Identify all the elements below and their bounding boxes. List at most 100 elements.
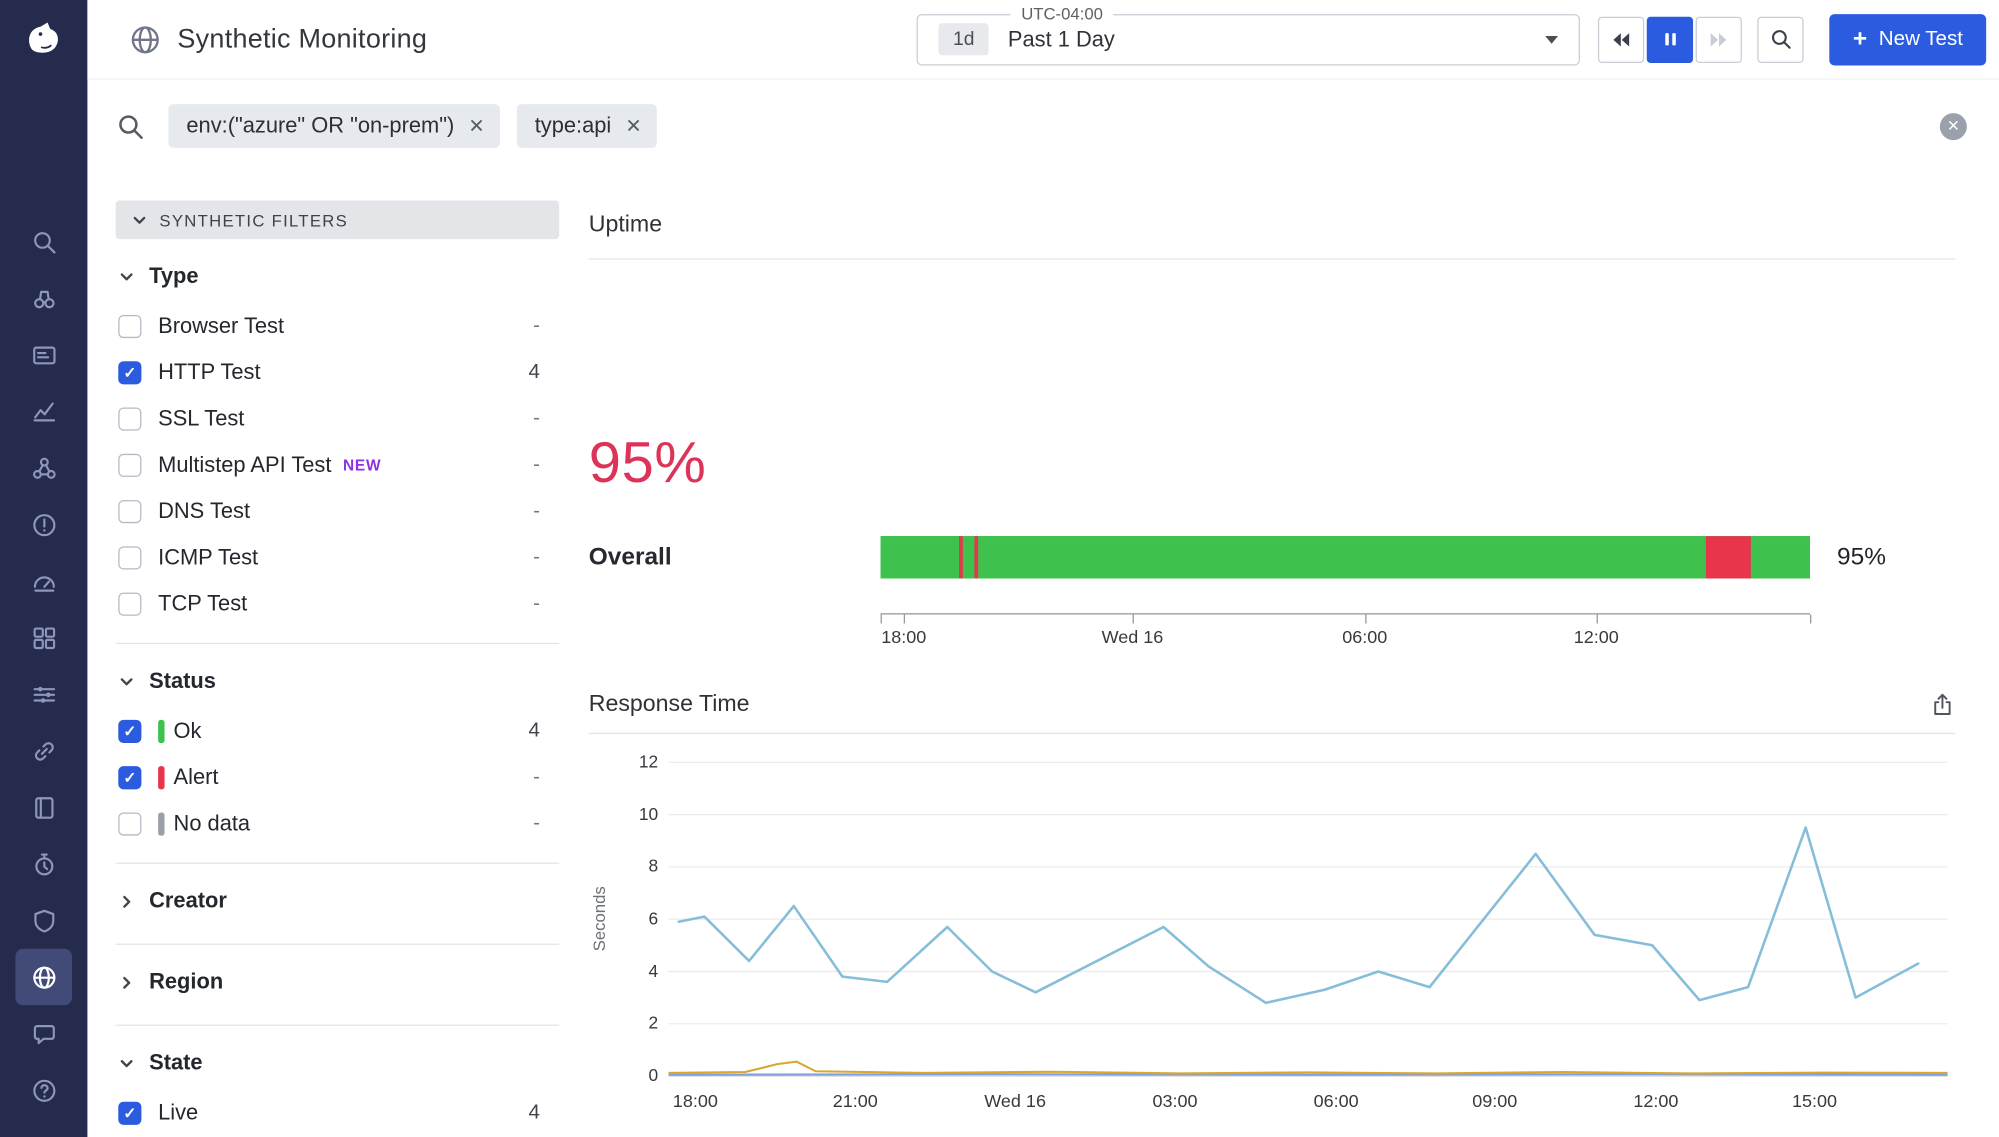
sidebar-item-chat[interactable] <box>15 1005 72 1062</box>
filter-option-alert[interactable]: ✓ Alert - <box>116 755 560 801</box>
sidebar-item-synthetics[interactable] <box>15 948 72 1006</box>
search-filter-pill[interactable]: env:("azure" OR "on-prem") ✕ <box>168 104 501 148</box>
forward-button[interactable] <box>1696 16 1743 63</box>
sidebar-item-metrics[interactable] <box>15 383 72 440</box>
time-range-picker[interactable]: UTC-04:00 1d Past 1 Day <box>917 3 1581 65</box>
checkbox[interactable] <box>118 407 142 431</box>
filter-section-header-region[interactable]: Region <box>116 947 560 1009</box>
sidebar-item-pipelines[interactable] <box>15 666 72 723</box>
uptime-x-tick-label: 06:00 <box>1342 626 1388 647</box>
sidebar-item-events[interactable] <box>15 327 72 384</box>
checkbox[interactable] <box>118 812 142 836</box>
x-tick-label: 03:00 <box>1152 1090 1198 1111</box>
events-icon <box>30 341 57 368</box>
filter-section-region: Region <box>115 943 560 1025</box>
series-secondary-timing <box>668 1060 1948 1075</box>
sidebar-item-monitors[interactable] <box>15 496 72 553</box>
help-icon <box>30 1077 57 1104</box>
checkbox[interactable]: ✓ <box>118 1101 142 1125</box>
filter-section-header-creator[interactable]: Creator <box>116 866 560 928</box>
filter-count: - <box>533 766 540 789</box>
filter-section-header-state[interactable]: State <box>116 1028 560 1090</box>
sidebar-item-search[interactable] <box>15 213 72 270</box>
axis-tick <box>1364 614 1367 624</box>
uptime-segment-up <box>1751 536 1811 579</box>
y-tick-label: 10 <box>638 804 659 824</box>
new-test-button[interactable]: + New Test <box>1829 13 1987 65</box>
remove-filter-icon[interactable]: ✕ <box>468 115 485 138</box>
uptime-bar[interactable] <box>880 536 1811 579</box>
filter-option-tcp-test[interactable]: TCP Test - <box>116 581 560 627</box>
filter-count: - <box>533 500 540 522</box>
checkbox[interactable] <box>118 546 142 570</box>
filter-section-header-type[interactable]: Type <box>116 242 560 304</box>
filter-option-ok[interactable]: ✓ Ok 4 <box>116 708 560 754</box>
status-color-chip <box>158 719 165 744</box>
sidebar-nav <box>15 80 72 1119</box>
synthetic-filters-label: SYNTHETIC FILTERS <box>159 210 349 230</box>
axis-tick <box>903 614 906 624</box>
series-tertiary-timing <box>668 1073 1948 1076</box>
filter-option-label: Alert <box>173 764 219 790</box>
sidebar-item-apm[interactable] <box>15 440 72 497</box>
datadog-logo[interactable] <box>0 0 87 80</box>
checkbox[interactable] <box>118 314 142 339</box>
chevron-down-icon <box>118 673 135 690</box>
sidebar-item-dashboards[interactable] <box>15 553 72 610</box>
search-filter-pill[interactable]: type:api ✕ <box>516 104 658 148</box>
y-tick-label: 6 <box>648 908 659 929</box>
chart-plot[interactable] <box>668 761 1948 1077</box>
sidebar-item-watchdog[interactable] <box>15 270 72 327</box>
sidebar-item-security[interactable] <box>15 892 72 949</box>
filter-count: - <box>533 453 540 476</box>
page-title: Synthetic Monitoring <box>177 23 428 54</box>
response-time-chart[interactable]: Seconds 0 2 4 6 8 10 12 18:00 21:00 Wed 16 03:00 06… <box>589 752 1956 1134</box>
filter-option-label: Live <box>158 1100 199 1125</box>
search-bar[interactable]: env:("azure" OR "on-prem") ✕ type:api ✕ ✕ <box>87 80 1999 173</box>
checkbox[interactable] <box>118 592 142 616</box>
x-tick-label: 18:00 <box>672 1090 718 1111</box>
zoom-button[interactable] <box>1757 16 1805 63</box>
uptime-segment-up <box>978 536 1706 579</box>
filter-option-ssl-test[interactable]: SSL Test - <box>116 396 560 442</box>
sidebar-item-integrations[interactable] <box>15 722 72 779</box>
ci-icon <box>30 850 57 877</box>
remove-filter-icon[interactable]: ✕ <box>625 115 642 138</box>
dog-icon <box>29 22 58 53</box>
export-icon[interactable] <box>1930 691 1956 717</box>
filter-option-label: ICMP Test <box>158 545 259 570</box>
search-icon <box>116 111 146 141</box>
dashboards-icon <box>30 568 57 595</box>
filter-section-creator: Creator <box>115 862 560 944</box>
x-tick-label: 15:00 <box>1792 1090 1838 1111</box>
checkbox[interactable] <box>118 500 142 524</box>
filter-option-http-test[interactable]: ✓ HTTP Test 4 <box>116 350 560 396</box>
filter-sections: Type Browser Test - ✓ HTTP Test 4 SSL Test - Mul… <box>115 239 560 1137</box>
synthetic-filters-toggle[interactable]: SYNTHETIC FILTERS <box>115 200 560 240</box>
filter-option-label: TCP Test <box>158 591 248 616</box>
sidebar-item-notebooks[interactable] <box>15 779 72 836</box>
filter-option-multistep-api-test[interactable]: Multistep API Test NEW - <box>116 442 560 488</box>
filter-option-no-data[interactable]: No data - <box>116 801 560 847</box>
checkbox[interactable]: ✓ <box>118 719 142 744</box>
sidebar-item-ci[interactable] <box>15 836 72 893</box>
pause-button[interactable] <box>1647 16 1694 63</box>
sidebar-item-infrastructure[interactable] <box>15 609 72 666</box>
series-response-time <box>677 826 1920 1005</box>
timezone-label: UTC-04:00 <box>1010 3 1114 23</box>
main-panel: Uptime 95% Overall 95% 18:00 Wed 16 06:00 1… <box>559 172 1999 1137</box>
filter-option-live[interactable]: ✓ Live 4 <box>116 1090 560 1136</box>
checkbox[interactable]: ✓ <box>118 766 142 790</box>
filter-section-header-status[interactable]: Status <box>116 647 560 709</box>
filter-option-label: DNS Test <box>158 498 251 524</box>
sidebar-item-help[interactable] <box>15 1062 72 1119</box>
filter-count: - <box>533 592 540 615</box>
rewind-button[interactable] <box>1598 16 1645 63</box>
divider <box>588 258 1956 260</box>
filter-option-icmp-test[interactable]: ICMP Test - <box>116 535 560 581</box>
clear-search-icon[interactable]: ✕ <box>1939 112 1967 140</box>
filter-option-dns-test[interactable]: DNS Test - <box>116 489 560 535</box>
checkbox[interactable] <box>118 453 142 477</box>
checkbox[interactable]: ✓ <box>118 361 142 385</box>
filter-option-browser-test[interactable]: Browser Test - <box>116 303 560 349</box>
